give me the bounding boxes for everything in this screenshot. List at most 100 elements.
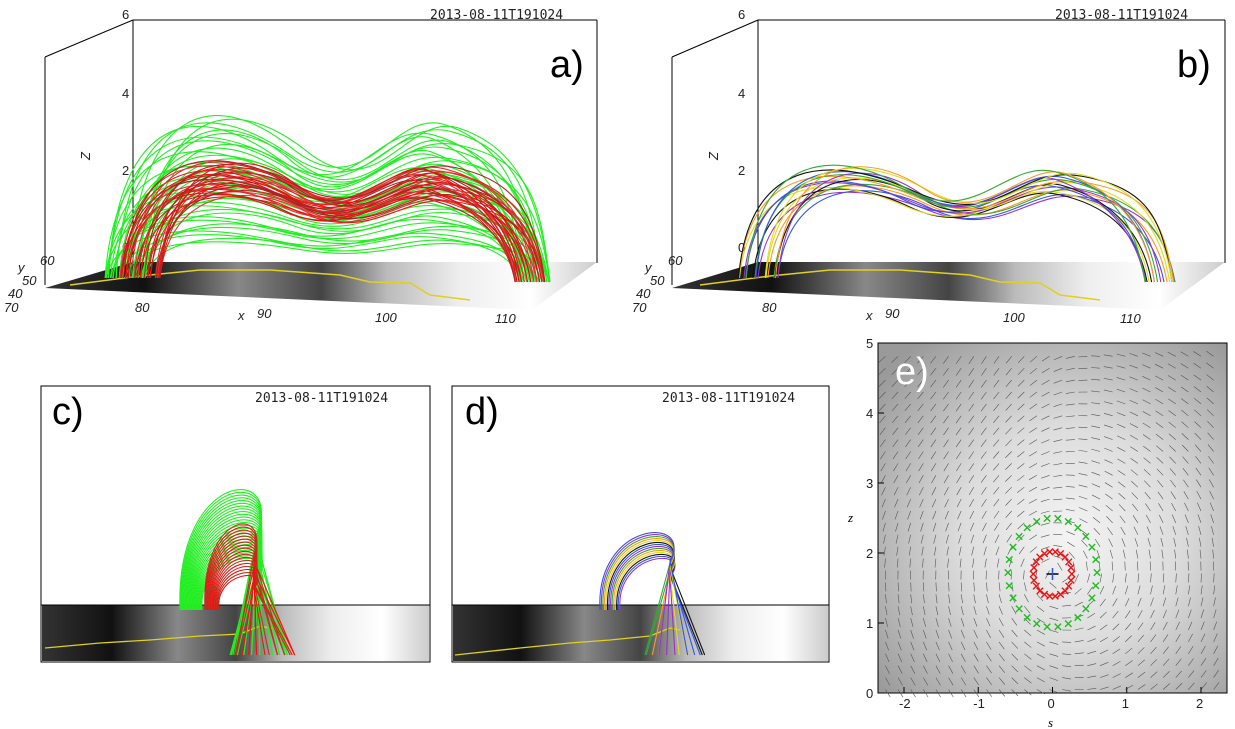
vector-arrow: [1162, 658, 1170, 666]
flux-rope-marker: [1064, 517, 1072, 526]
vector-arrow: [1010, 570, 1012, 580]
vector-arrow: [1144, 480, 1151, 488]
y-tick-label: 0: [866, 686, 873, 701]
vector-arrow: [1049, 629, 1059, 633]
vector-arrow: [1040, 486, 1050, 491]
vector-arrow: [1213, 682, 1220, 690]
vector-arrow: [1186, 537, 1189, 547]
flux-rope-marker: [1061, 553, 1069, 561]
flux-rope-marker: [1064, 619, 1072, 628]
panel-e-axes: -2 -1 0 1 2 0 1 2 3 4 5: [866, 336, 1203, 711]
vector-arrow: [1168, 421, 1176, 428]
vector-arrow: [1017, 379, 1025, 387]
vector-arrow: [1087, 625, 1096, 631]
vector-arrow: [1196, 479, 1202, 488]
vector-arrow: [1078, 450, 1088, 452]
vector-arrow: [1175, 646, 1182, 654]
vector-arrow: [1162, 597, 1167, 607]
panel-b-x-tick: 80: [762, 300, 777, 315]
vector-arrow: [1170, 479, 1177, 488]
vector-arrow: [982, 534, 987, 544]
vector-arrow: [906, 475, 911, 484]
vector-arrow: [1065, 403, 1075, 406]
flux-rope-marker: [1030, 563, 1038, 572]
vector-arrow: [1213, 609, 1217, 619]
vector-arrow: [948, 641, 953, 651]
vector-arrow: [884, 558, 886, 568]
flux-rope-marker: [1056, 590, 1065, 599]
vector-arrow: [948, 582, 950, 592]
vector-arrow: [948, 618, 952, 627]
vector-arrow: [1049, 653, 1059, 657]
vector-arrow: [1132, 515, 1139, 524]
vector-arrow: [1078, 426, 1088, 428]
vector-arrow: [960, 641, 966, 651]
flux-rope-marker: [1005, 581, 1013, 590]
vector-arrow: [986, 665, 992, 674]
vector-arrow: [1104, 470, 1113, 476]
vector-arrow: [1099, 624, 1108, 631]
vector-arrow: [1162, 621, 1168, 631]
vector-arrow: [923, 665, 928, 674]
vector-arrow: [960, 677, 967, 686]
vector-arrow: [1086, 561, 1088, 571]
vector-arrow: [1024, 606, 1031, 614]
vector-arrow: [1074, 588, 1082, 595]
vector-arrow: [1017, 510, 1025, 517]
vector-arrow: [1213, 585, 1216, 595]
vector-arrow: [1198, 526, 1202, 535]
panel-a-field-lines: [104, 115, 551, 283]
vector-arrow: [969, 510, 975, 520]
vector-arrow: [910, 629, 914, 639]
panel-a-x-tick: 80: [135, 300, 150, 315]
vector-arrow: [1184, 502, 1189, 512]
vector-arrow: [1072, 561, 1076, 571]
vector-arrow: [1040, 546, 1050, 550]
vector-arrow: [908, 546, 911, 556]
vector-arrow: [918, 463, 924, 472]
vector-arrow: [897, 653, 903, 663]
vector-arrow: [1016, 475, 1025, 482]
vector-arrow: [1112, 610, 1119, 619]
field-line: [599, 532, 689, 656]
vector-arrow: [1107, 527, 1113, 535]
vector-arrow: [960, 594, 963, 604]
vector-arrow: [1206, 409, 1214, 417]
vector-arrow: [1184, 514, 1189, 524]
vector-arrow: [880, 451, 886, 460]
vector-arrow: [1074, 664, 1084, 666]
vector-arrow: [973, 689, 980, 698]
vector-arrow: [1108, 538, 1113, 547]
vector-arrow: [943, 368, 949, 376]
vector-arrow: [1187, 549, 1189, 559]
flux-rope-marker: [1046, 592, 1054, 600]
panel-e-plot-area: [877, 342, 1228, 694]
vector-arrow: [968, 391, 975, 400]
field-line: [150, 171, 541, 283]
x-tick-label: 0: [1048, 696, 1055, 711]
vector-arrow: [1029, 451, 1038, 457]
vector-arrow: [1062, 689, 1072, 692]
vector-arrow: [1040, 498, 1050, 502]
vector-arrow: [1029, 439, 1038, 445]
vector-arrow: [1049, 665, 1059, 669]
vector-arrow: [885, 618, 888, 627]
vector-arrow: [1053, 415, 1063, 419]
vector-arrow: [1137, 573, 1140, 583]
vector-arrow: [1155, 433, 1164, 440]
vector-arrow: [878, 367, 886, 375]
vector-arrow: [1065, 367, 1075, 371]
vector-arrow: [1040, 534, 1050, 538]
vector-arrow: [1005, 522, 1012, 531]
vector-arrow: [1175, 609, 1180, 619]
vector-arrow: [1040, 475, 1050, 479]
vector-arrow: [1024, 677, 1032, 684]
vector-arrow: [1133, 526, 1139, 535]
vector-arrow: [920, 522, 924, 532]
field-line: [775, 166, 1155, 283]
vector-arrow: [1137, 647, 1145, 655]
flux-rope-marker: [1009, 594, 1017, 602]
vector-arrow: [1162, 671, 1170, 678]
vector-arrow: [1053, 367, 1063, 372]
vector-arrow: [1005, 498, 1012, 506]
